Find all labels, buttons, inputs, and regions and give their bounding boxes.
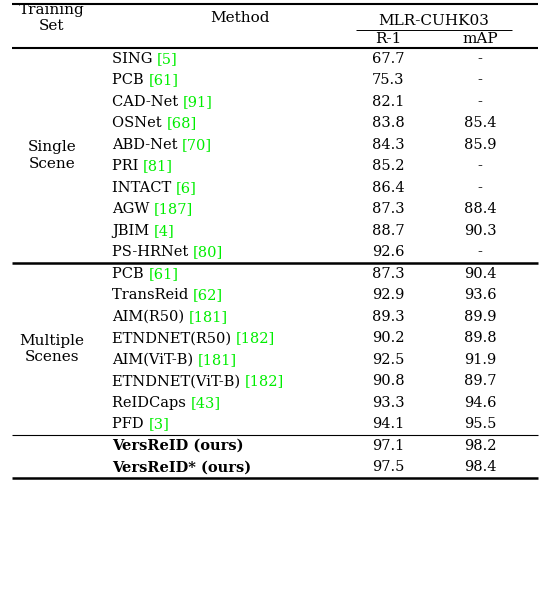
- Text: 82.1: 82.1: [372, 95, 404, 109]
- Text: 87.3: 87.3: [372, 202, 404, 216]
- Text: [43]: [43]: [190, 396, 221, 410]
- Text: 75.3: 75.3: [372, 73, 404, 87]
- Text: [182]: [182]: [245, 374, 284, 388]
- Text: VersReID (ours): VersReID (ours): [112, 439, 244, 453]
- Text: Training
Set: Training Set: [19, 3, 85, 33]
- Text: [91]: [91]: [183, 95, 213, 109]
- Text: -: -: [477, 95, 482, 109]
- Text: PCB: PCB: [112, 73, 148, 87]
- Text: 88.4: 88.4: [464, 202, 496, 216]
- Text: AIM(R50): AIM(R50): [112, 309, 189, 324]
- Text: [61]: [61]: [148, 73, 178, 87]
- Text: -: -: [477, 245, 482, 259]
- Text: -: -: [477, 52, 482, 66]
- Text: AGW: AGW: [112, 202, 154, 216]
- Text: [70]: [70]: [182, 138, 212, 151]
- Text: 89.9: 89.9: [464, 309, 496, 324]
- Text: 87.3: 87.3: [372, 267, 404, 281]
- Text: 92.5: 92.5: [372, 353, 404, 366]
- Text: 83.8: 83.8: [372, 116, 404, 130]
- Text: 89.8: 89.8: [464, 331, 496, 345]
- Text: 92.6: 92.6: [372, 245, 404, 259]
- Text: -: -: [477, 181, 482, 195]
- Text: 91.9: 91.9: [464, 353, 496, 366]
- Text: R-1: R-1: [375, 32, 401, 46]
- Text: 89.3: 89.3: [372, 309, 404, 324]
- Text: 94.6: 94.6: [464, 396, 496, 410]
- Text: 93.6: 93.6: [464, 288, 496, 302]
- Text: 95.5: 95.5: [464, 417, 496, 431]
- Text: 98.2: 98.2: [464, 439, 496, 453]
- Text: 94.1: 94.1: [372, 417, 404, 431]
- Text: 88.7: 88.7: [372, 224, 404, 238]
- Text: [182]: [182]: [236, 331, 275, 345]
- Text: 85.9: 85.9: [464, 138, 496, 151]
- Text: PFD: PFD: [112, 417, 148, 431]
- Text: [6]: [6]: [176, 181, 197, 195]
- Text: [80]: [80]: [193, 245, 223, 259]
- Text: [68]: [68]: [166, 116, 196, 130]
- Text: [187]: [187]: [154, 202, 193, 216]
- Text: [3]: [3]: [148, 417, 169, 431]
- Text: [81]: [81]: [143, 159, 173, 173]
- Text: 86.4: 86.4: [372, 181, 404, 195]
- Text: 89.7: 89.7: [464, 374, 496, 388]
- Text: Single
Scene: Single Scene: [28, 140, 76, 170]
- Text: 67.7: 67.7: [372, 52, 404, 66]
- Text: SING: SING: [112, 52, 157, 66]
- Text: INTACT: INTACT: [112, 181, 176, 195]
- Text: PRI: PRI: [112, 159, 143, 173]
- Text: 93.3: 93.3: [372, 396, 404, 410]
- Text: 84.3: 84.3: [372, 138, 404, 151]
- Text: 92.9: 92.9: [372, 288, 404, 302]
- Text: 90.3: 90.3: [464, 224, 496, 238]
- Text: ETNDNET(ViT-B): ETNDNET(ViT-B): [112, 374, 245, 388]
- Text: OSNet: OSNet: [112, 116, 166, 130]
- Text: 90.2: 90.2: [372, 331, 404, 345]
- Text: [181]: [181]: [198, 353, 237, 366]
- Text: 97.1: 97.1: [372, 439, 404, 453]
- Text: 90.8: 90.8: [372, 374, 404, 388]
- Text: Multiple
Scenes: Multiple Scenes: [19, 334, 85, 364]
- Text: [4]: [4]: [154, 224, 174, 238]
- Text: PS-HRNet: PS-HRNet: [112, 245, 193, 259]
- Text: [5]: [5]: [157, 52, 178, 66]
- Text: ABD-Net: ABD-Net: [112, 138, 182, 151]
- Text: PCB: PCB: [112, 267, 148, 281]
- Text: [181]: [181]: [189, 309, 228, 324]
- Text: Method: Method: [210, 11, 270, 25]
- Text: JBIM: JBIM: [112, 224, 154, 238]
- Text: TransReid: TransReid: [112, 288, 193, 302]
- Text: AIM(ViT-B): AIM(ViT-B): [112, 353, 198, 366]
- Text: CAD-Net: CAD-Net: [112, 95, 183, 109]
- Text: 85.4: 85.4: [464, 116, 496, 130]
- Text: 98.4: 98.4: [464, 460, 496, 474]
- Text: ETNDNET(R50): ETNDNET(R50): [112, 331, 236, 345]
- Text: [61]: [61]: [148, 267, 178, 281]
- Text: VersReID* (ours): VersReID* (ours): [112, 460, 251, 474]
- Text: -: -: [477, 159, 482, 173]
- Text: -: -: [477, 73, 482, 87]
- Text: [62]: [62]: [193, 288, 223, 302]
- Text: 85.2: 85.2: [372, 159, 404, 173]
- Text: ReIDCaps: ReIDCaps: [112, 396, 190, 410]
- Text: 97.5: 97.5: [372, 460, 404, 474]
- Text: MLR-CUHK03: MLR-CUHK03: [378, 14, 490, 28]
- Text: mAP: mAP: [462, 32, 498, 46]
- Text: 90.4: 90.4: [464, 267, 496, 281]
